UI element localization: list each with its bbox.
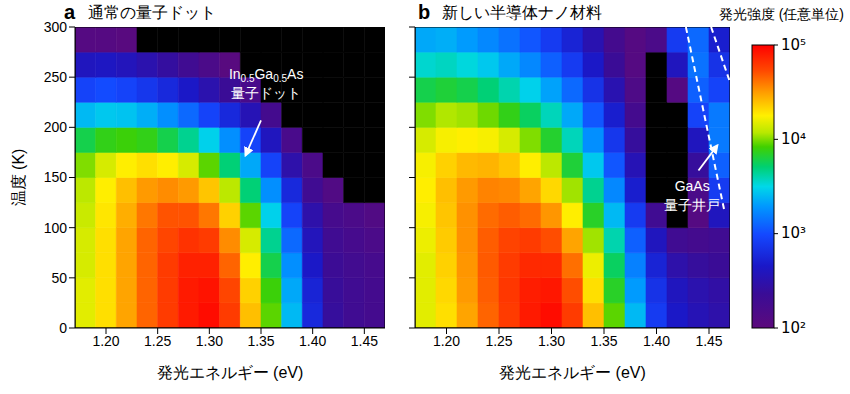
svg-text:100: 100 — [44, 220, 68, 236]
svg-text:10⁴: 10⁴ — [781, 130, 806, 148]
svg-text:1.40: 1.40 — [299, 333, 326, 349]
svg-text:300: 300 — [44, 19, 68, 35]
svg-text:10⁵: 10⁵ — [781, 36, 806, 54]
svg-text:量子井戸: 量子井戸 — [664, 197, 720, 213]
svg-text:1.30: 1.30 — [538, 333, 565, 349]
svg-text:150: 150 — [44, 169, 68, 185]
svg-text:GaAs: GaAs — [675, 178, 710, 194]
svg-text:1.45: 1.45 — [351, 333, 378, 349]
svg-text:温度 (K): 温度 (K) — [10, 149, 27, 207]
svg-text:1.35: 1.35 — [590, 333, 617, 349]
svg-text:200: 200 — [44, 119, 68, 135]
html-text:発光強度 (任意単位): 発光強度 (任意単位) — [718, 6, 844, 22]
svg-text:1.20: 1.20 — [433, 333, 460, 349]
html-text:b: b — [418, 1, 431, 23]
svg-text:0: 0 — [59, 320, 67, 336]
svg-text:発光エネルギー (eV): 発光エネルギー (eV) — [499, 364, 646, 381]
svg-text:10²: 10² — [781, 319, 806, 337]
svg-text:1.45: 1.45 — [695, 333, 722, 349]
svg-text:250: 250 — [44, 69, 68, 85]
svg-text:1.30: 1.30 — [196, 333, 223, 349]
svg-text:50: 50 — [51, 270, 67, 286]
svg-text:量子ドット: 量子ドット — [231, 84, 301, 100]
svg-text:1.25: 1.25 — [485, 333, 512, 349]
svg-text:1.35: 1.35 — [247, 333, 274, 349]
svg-text:In0.5Ga0.5As: In0.5Ga0.5As — [229, 65, 304, 83]
html-text:新しい半導体ナノ材料: 新しい半導体ナノ材料 — [442, 4, 602, 21]
svg-text:10³: 10³ — [781, 224, 806, 242]
html-text:通常の量子ドット: 通常の量子ドット — [88, 4, 216, 21]
svg-text:1.40: 1.40 — [643, 333, 670, 349]
svg-text:1.20: 1.20 — [92, 333, 119, 349]
html-text:a: a — [64, 1, 76, 23]
svg-text:発光エネルギー (eV): 発光エネルギー (eV) — [157, 364, 304, 381]
svg-text:1.25: 1.25 — [144, 333, 171, 349]
